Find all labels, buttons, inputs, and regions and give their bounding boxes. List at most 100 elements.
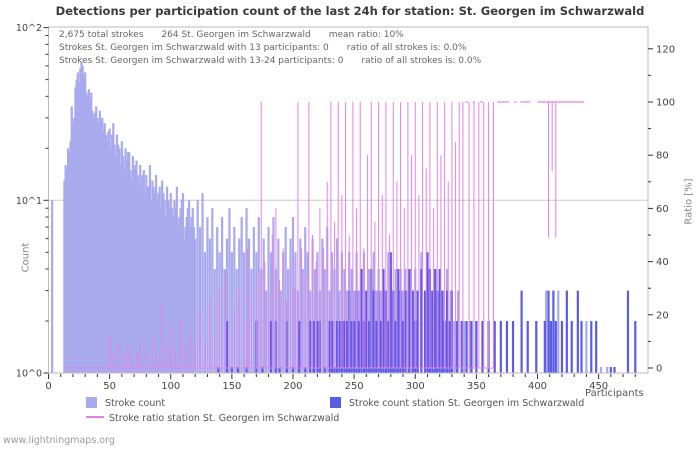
stats-line-3: Strokes St. Georgen im Schwarzwald with … — [59, 55, 481, 68]
stroke-count-bar — [129, 169, 132, 373]
ratio-13: ratio of all strokes is: 0.0% — [346, 43, 467, 53]
stroke-count-bar — [84, 72, 87, 373]
stroke-count-bar — [97, 123, 100, 373]
station-count-bar — [445, 290, 449, 373]
stroke-count-bar — [313, 269, 317, 373]
stroke-count-bar — [158, 186, 161, 373]
stroke-count-bar — [269, 252, 273, 373]
station-count-bar — [367, 321, 370, 373]
stroke-count-bar — [548, 321, 551, 373]
stroke-count-bar — [150, 200, 153, 373]
stroke-count-bar — [137, 186, 141, 373]
stroke-count-bar — [173, 200, 176, 373]
stroke-count-bar — [201, 193, 204, 373]
station-count-bar — [312, 321, 315, 373]
stroke-count-bar — [131, 156, 134, 373]
stroke-count-bar — [183, 238, 186, 373]
stroke-count-bar — [257, 217, 260, 373]
stroke-count-bar — [73, 117, 76, 374]
station-count-bar — [375, 321, 378, 373]
stroke-count-bar — [163, 200, 166, 373]
station-count-bar — [382, 269, 385, 373]
stroke-count-bar — [427, 269, 430, 373]
station-count-bar — [420, 269, 423, 373]
stroke-count-bar — [252, 227, 255, 373]
stroke-count-bar — [186, 208, 189, 373]
station-count-bar — [278, 367, 281, 373]
station-count-bar — [570, 321, 573, 373]
stroke-count-bar — [66, 148, 70, 373]
station-count-bar — [309, 321, 312, 373]
y-right-tick-label: 100 — [656, 98, 675, 109]
stroke-count-bar — [321, 238, 324, 373]
stroke-count-bar — [141, 175, 144, 373]
station-count-bar — [261, 367, 264, 373]
stroke-count-bar — [106, 141, 109, 373]
station-count-bar — [338, 321, 341, 373]
stats-line-1: 2,675 total strokes 264 St. Georgen im Sc… — [59, 29, 481, 42]
stroke-count-bar — [126, 152, 130, 373]
stroke-count-bar — [262, 238, 265, 373]
x-tick-label: 300 — [406, 381, 425, 392]
stroke-count-bar — [108, 128, 111, 373]
stroke-count-bar — [125, 160, 128, 373]
station-count-bar — [389, 252, 392, 373]
stroke-count-bar — [294, 252, 297, 373]
station-count-bar — [547, 290, 550, 373]
stroke-count-bar — [196, 200, 199, 373]
stroke-count-bar — [123, 169, 126, 373]
station-count-bar — [379, 321, 383, 373]
station-count-bar — [345, 321, 348, 373]
stroke-count-bar — [211, 208, 214, 373]
stroke-count-bar — [103, 123, 106, 373]
stroke-count-bar — [291, 217, 295, 373]
stroke-count-bar — [140, 180, 143, 373]
station-count-bar — [431, 290, 434, 373]
stroke-count-bar — [86, 96, 89, 373]
station-count-bar — [626, 290, 630, 373]
stroke-count-bar — [192, 227, 196, 373]
stroke-count-bar — [139, 165, 142, 373]
station-count-bar — [343, 321, 346, 373]
stroke-count-bar — [121, 156, 125, 373]
right-axis-label: Ratio [%] — [683, 178, 695, 225]
stroke-count-bar — [306, 252, 309, 373]
station-count-bar — [441, 290, 444, 373]
station-count-bar — [595, 321, 598, 373]
stroke-count-bar — [142, 169, 145, 373]
station-count-bar — [323, 367, 326, 373]
stroke-count-bar — [152, 186, 155, 373]
stroke-count-bar — [124, 148, 127, 373]
y-right-tick-label: 60 — [656, 204, 669, 215]
stroke-count-bar — [143, 193, 147, 373]
stroke-count-bar — [147, 186, 150, 373]
station-count-bar — [590, 321, 593, 373]
stroke-count-bar — [181, 193, 185, 373]
station-count-bar — [217, 367, 220, 373]
stroke-count-bar — [110, 134, 114, 373]
stroke-count-bar — [557, 290, 560, 373]
station-count-bar — [245, 367, 248, 373]
x-tick-label: 200 — [283, 381, 302, 392]
stroke-count-bar — [189, 227, 192, 373]
stroke-count-bar — [128, 152, 131, 373]
stroke-count-bar — [134, 165, 137, 373]
stroke-count-bar — [335, 238, 339, 373]
station-count-bar — [554, 321, 557, 373]
stroke-count-bar — [245, 208, 248, 373]
stroke-count-bar — [301, 269, 304, 373]
station-count-bar — [470, 321, 473, 373]
stroke-count-bar — [387, 252, 390, 373]
station-count-bar — [353, 321, 356, 373]
x-tick-label: 250 — [345, 381, 364, 392]
station-count-bar — [225, 321, 229, 373]
stroke-count-bar — [130, 180, 133, 373]
station-count-bar — [269, 321, 273, 373]
stroke-count-bar — [599, 367, 603, 373]
stroke-count-bar — [145, 175, 148, 373]
stroke-count-bar — [99, 120, 103, 373]
stroke-count-bar — [132, 169, 136, 373]
station-count-bar — [411, 290, 414, 373]
stroke-count-bar — [287, 269, 290, 373]
